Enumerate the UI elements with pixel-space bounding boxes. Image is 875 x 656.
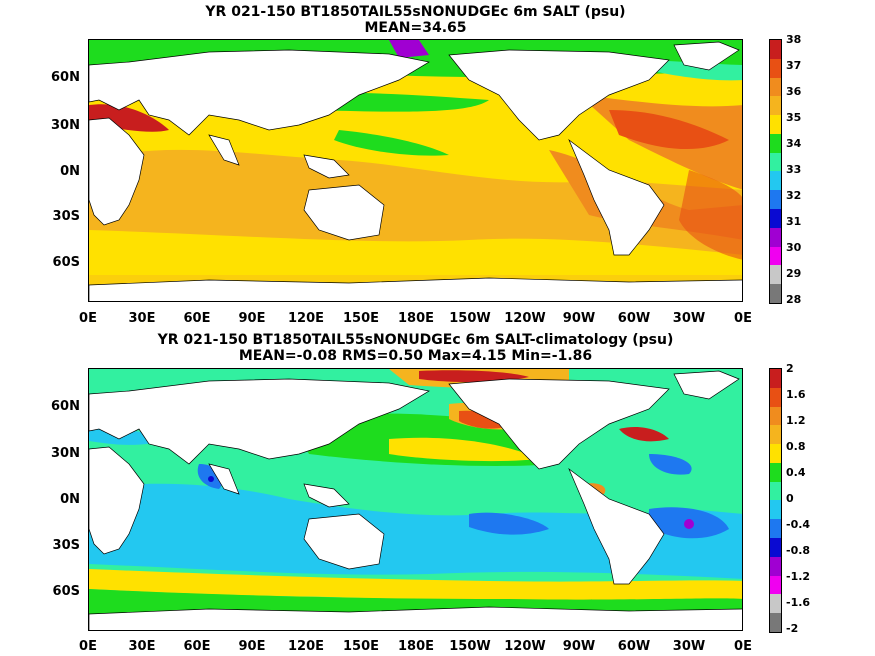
bottom-lon-label: 60E <box>183 639 211 654</box>
colorbar-swatch <box>770 594 781 614</box>
bottom-lat-label: 30N <box>51 446 80 461</box>
colorbar-label: -2 <box>786 622 799 635</box>
colorbar-swatch <box>770 40 781 59</box>
bottom-lon-label: 0E <box>734 639 752 654</box>
colorbar-label: 1.2 <box>786 414 806 427</box>
bottom-lon-label: 180E <box>397 639 435 654</box>
colorbar-swatch <box>770 246 781 266</box>
colorbar-swatch <box>770 227 781 247</box>
colorbar-label: -0.8 <box>786 544 811 557</box>
colorbar-label: 2 <box>786 362 794 375</box>
colorbar-swatch <box>770 500 781 520</box>
colorbar-label: 0.8 <box>786 440 806 453</box>
top-lon-label: 0E <box>79 311 97 326</box>
top-lon-label: 60W <box>617 311 651 326</box>
top-lat-label: 60N <box>51 70 80 85</box>
top-lon-label: 30E <box>128 311 156 326</box>
colorbar-swatch <box>770 96 781 116</box>
colorbar-swatch <box>770 425 781 445</box>
top-lon-label: 120E <box>287 311 325 326</box>
colorbar-label: 32 <box>786 189 802 202</box>
colorbar-swatch <box>770 284 781 303</box>
colorbar-label: 37 <box>786 59 802 72</box>
colorbar-swatch <box>770 58 781 78</box>
colorbar-swatch <box>770 265 781 285</box>
colorbar-label: 29 <box>786 267 802 280</box>
colorbar-label: -1.2 <box>786 570 811 583</box>
top-salinity-map <box>88 39 743 302</box>
top-lat-label: 0N <box>60 164 80 179</box>
bottom-lon-label: 120E <box>287 639 325 654</box>
colorbar-swatch <box>770 190 781 210</box>
colorbar-label: 33 <box>786 163 802 176</box>
colorbar-label: 0.4 <box>786 466 806 479</box>
top-lon-label: 60E <box>183 311 211 326</box>
colorbar-swatch <box>770 556 781 576</box>
top-lon-label: 0E <box>734 311 752 326</box>
colorbar-swatch <box>770 152 781 172</box>
colorbar-label: 36 <box>786 85 802 98</box>
bottom-title-line2: MEAN=-0.08 RMS=0.50 Max=4.15 Min=-1.86 <box>238 348 593 364</box>
bottom-lon-label: 150W <box>449 639 491 654</box>
colorbar-swatch <box>770 519 781 539</box>
top-lon-label: 120W <box>504 311 546 326</box>
colorbar-label: 28 <box>786 293 802 306</box>
colorbar-swatch <box>770 613 781 632</box>
bottom-lat-label: 30S <box>52 538 80 553</box>
colorbar-label: 38 <box>786 33 802 46</box>
bottom-salinity-anomaly-map <box>88 368 743 631</box>
colorbar-label: 31 <box>786 215 802 228</box>
colorbar-swatch <box>770 171 781 191</box>
top-lon-label: 30W <box>672 311 706 326</box>
colorbar-label: 1.6 <box>786 388 806 401</box>
colorbar-swatch <box>770 209 781 228</box>
bottom-lat-label: 60N <box>51 399 80 414</box>
top-lon-label: 180E <box>397 311 435 326</box>
colorbar-label: 30 <box>786 241 802 254</box>
top-lon-label: 90E <box>238 311 266 326</box>
colorbar-swatch <box>770 406 781 426</box>
top-lon-label: 150E <box>342 311 380 326</box>
bottom-lat-label: 60S <box>52 584 80 599</box>
colorbar-swatch <box>770 369 781 388</box>
top-lat-label: 60S <box>52 255 80 270</box>
colorbar-swatch <box>770 575 781 595</box>
bottom-lon-label: 0E <box>79 639 97 654</box>
colorbar-label: -0.4 <box>786 518 811 531</box>
bottom-lon-label: 30W <box>672 639 706 654</box>
colorbar-label: 0 <box>786 492 794 505</box>
top-title-line1: YR 021-150 BT1850TAIL55sNONUDGEc 6m SALT… <box>205 4 626 20</box>
bottom-lon-label: 90E <box>238 639 266 654</box>
top-lat-label: 30S <box>52 209 80 224</box>
top-lat-label: 30N <box>51 118 80 133</box>
bottom-lon-label: 60W <box>617 639 651 654</box>
bottom-lon-label: 30E <box>128 639 156 654</box>
colorbar-swatch <box>770 133 781 153</box>
colorbar-swatch <box>770 77 781 97</box>
colorbar-label: 34 <box>786 137 802 150</box>
colorbar-swatch <box>770 444 781 463</box>
colorbar-label: 35 <box>786 111 802 124</box>
colorbar-swatch <box>770 462 781 482</box>
bottom-lon-label: 150E <box>342 639 380 654</box>
colorbar-swatch <box>770 387 781 407</box>
colorbar-swatch <box>770 481 781 501</box>
bottom-lon-label: 120W <box>504 639 546 654</box>
bottom-lat-label: 0N <box>60 492 80 507</box>
top-colorbar <box>769 39 782 304</box>
colorbar-swatch <box>770 115 781 134</box>
colorbar-swatch <box>770 538 781 557</box>
bottom-lon-label: 90W <box>562 639 596 654</box>
top-lon-label: 90W <box>562 311 596 326</box>
top-title-line2: MEAN=34.65 <box>364 20 467 36</box>
colorbar-label: -1.6 <box>786 596 811 609</box>
top-lon-label: 150W <box>449 311 491 326</box>
bottom-title-line1: YR 021-150 BT1850TAIL55sNONUDGEc 6m SALT… <box>157 332 674 348</box>
bottom-colorbar <box>769 368 782 633</box>
